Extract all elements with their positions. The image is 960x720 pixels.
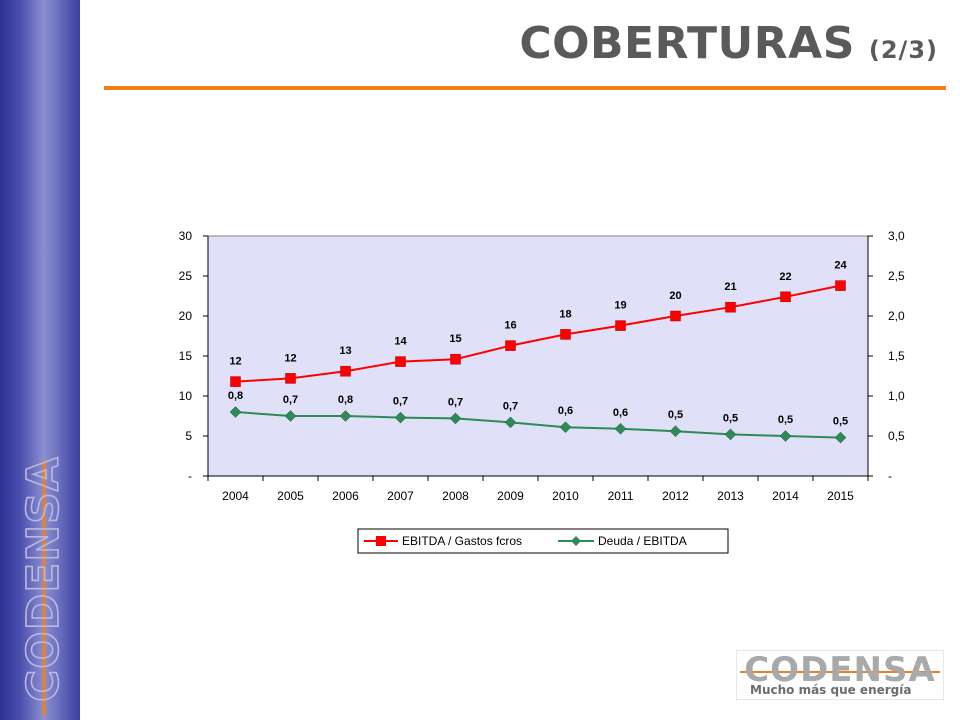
- y-left-tick-label: 5: [185, 429, 192, 443]
- x-tick-label: 2010: [552, 489, 579, 503]
- x-tick-label: 2008: [442, 489, 469, 503]
- x-tick-label: 2005: [277, 489, 304, 503]
- x-tick-label: 2006: [332, 489, 359, 503]
- sidebar-band: CODENSA: [0, 0, 80, 720]
- data-point-square: [670, 310, 681, 322]
- data-label: 0,8: [338, 394, 353, 406]
- data-label: 0,7: [393, 396, 408, 408]
- data-point-square: [835, 280, 846, 291]
- data-label: 12: [229, 356, 241, 368]
- data-point-diamond: [339, 410, 352, 422]
- data-point-diamond: [614, 422, 627, 435]
- data-label: 0,7: [503, 400, 518, 412]
- data-point-diamond: [559, 421, 572, 434]
- y-left-tick-label: 20: [179, 309, 193, 323]
- data-point-diamond: [449, 412, 462, 425]
- data-point-square: [560, 329, 571, 340]
- data-point-square: [340, 365, 351, 377]
- data-point-square: [725, 301, 736, 313]
- data-label: 19: [614, 300, 626, 312]
- data-point-diamond: [284, 410, 297, 422]
- y-right-tick-label: 3,0: [888, 229, 905, 243]
- data-point-square: [505, 340, 516, 351]
- x-tick-label: 2012: [662, 489, 689, 503]
- data-label: 0,5: [668, 409, 683, 421]
- y-right-tick-label: 1,0: [888, 389, 905, 403]
- y-left-tick-label: -: [188, 469, 192, 483]
- data-label: 0,7: [448, 396, 463, 408]
- data-label: 18: [559, 308, 571, 320]
- y-right-tick-label: 0,5: [888, 429, 905, 443]
- y-right-tick-label: -: [888, 469, 892, 483]
- data-label: 16: [504, 320, 516, 332]
- data-label: 24: [834, 260, 847, 272]
- brand-tagline: Mucho más que energía: [750, 683, 912, 697]
- data-label: 22: [779, 271, 791, 283]
- legend-box: [357, 528, 729, 554]
- data-point-diamond: [779, 430, 792, 442]
- data-label: 15: [449, 333, 461, 345]
- y-right-tick-label: 2,0: [888, 309, 905, 323]
- data-point-diamond: [724, 428, 737, 441]
- data-label: 0,5: [833, 416, 848, 428]
- y-right-tick-label: 1,5: [888, 349, 905, 363]
- data-point-diamond: [394, 411, 407, 424]
- y-left-tick-label: 25: [179, 269, 193, 283]
- data-label: 0,5: [778, 414, 793, 426]
- data-label: 0,8: [228, 390, 243, 402]
- y-left-tick-label: 10: [179, 389, 193, 403]
- x-tick-label: 2015: [827, 489, 854, 503]
- x-tick-label: 2013: [717, 489, 744, 503]
- series-line-0: [235, 284, 841, 383]
- data-point-diamond: [669, 425, 682, 438]
- data-label: 0,7: [283, 394, 298, 406]
- legend-marker-square: [376, 536, 386, 546]
- title-underline: [104, 86, 946, 90]
- x-tick-label: 2011: [608, 489, 634, 503]
- plot-area: [207, 235, 869, 477]
- title-page-indicator: (2/3): [868, 36, 938, 64]
- brand-logo-text: CODENSA: [744, 650, 936, 690]
- sidebar-codensa-logo: CODENSA: [17, 455, 70, 716]
- legend-label-1: Deuda / EBITDA: [598, 534, 687, 548]
- data-label: 0,5: [723, 412, 738, 424]
- data-point-square: [780, 291, 791, 303]
- series-line-1: [235, 411, 841, 439]
- x-tick-label: 2009: [497, 489, 524, 503]
- data-point-square: [615, 320, 626, 331]
- brand-logo: CODENSA: [736, 650, 944, 700]
- data-label: 12: [284, 352, 296, 364]
- data-point-square: [230, 376, 241, 387]
- sidebar-logo-text: CODENSA: [18, 456, 69, 702]
- data-point-square: [450, 353, 461, 365]
- data-point-square: [395, 356, 406, 367]
- x-tick-label: 2007: [387, 489, 414, 503]
- data-label: 20: [669, 290, 681, 302]
- y-left-tick-label: 15: [179, 349, 193, 363]
- slide-title: COBERTURAS (2/3): [519, 18, 938, 69]
- data-label: 21: [724, 281, 736, 293]
- y-left-tick-label: 30: [179, 229, 193, 243]
- x-tick-label: 2004: [222, 489, 249, 503]
- data-label: 0,6: [558, 405, 573, 417]
- data-point-square: [285, 373, 296, 384]
- title-text: COBERTURAS: [519, 18, 855, 69]
- data-point-diamond: [229, 406, 242, 418]
- legend-label-0: EBITDA / Gastos fcros: [402, 534, 522, 548]
- data-point-diamond: [834, 431, 847, 444]
- x-tick-label: 2014: [772, 489, 799, 503]
- data-label: 14: [394, 336, 407, 348]
- y-right-tick-label: 2,5: [888, 269, 905, 283]
- legend-marker-diamond: [571, 536, 581, 546]
- data-label: 13: [339, 345, 351, 357]
- data-label: 0,6: [613, 407, 628, 419]
- data-point-diamond: [504, 416, 517, 429]
